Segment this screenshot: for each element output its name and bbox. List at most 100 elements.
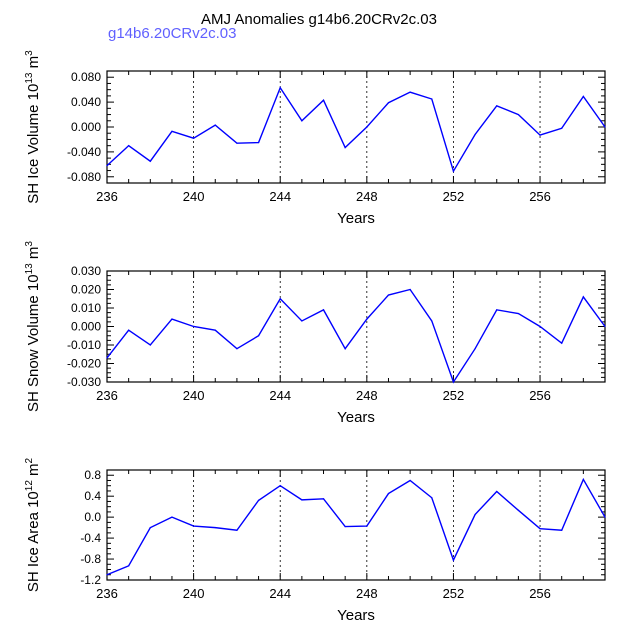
panels-group: 236 240 244 248 252 256 -0.080 -0.040 0.000 0.040… <box>24 50 606 624</box>
y-tick-label: 0.040 <box>71 95 101 109</box>
x-axis-label: Years <box>337 210 375 227</box>
data-point <box>582 478 584 481</box>
data-point <box>279 87 281 89</box>
data-point <box>561 127 563 129</box>
data-point <box>171 516 173 518</box>
data-point <box>561 529 563 531</box>
data-point <box>366 126 368 128</box>
data-point <box>431 320 433 322</box>
y-tick-label: 0.000 <box>71 120 101 134</box>
data-point <box>496 309 498 311</box>
x-tick-label: 240 <box>183 189 205 204</box>
data-point <box>149 160 151 162</box>
data-point <box>387 294 390 296</box>
data-point <box>517 113 519 116</box>
data-point <box>604 126 606 128</box>
data-point <box>539 325 541 328</box>
y-tick-label: 0.000 <box>71 320 101 334</box>
data-point <box>106 357 108 359</box>
data-point <box>474 348 476 350</box>
y-axis-label: SH Snow Volume 1013 m3 <box>24 241 42 412</box>
data-point <box>474 513 476 516</box>
data-point <box>257 141 260 144</box>
data-point <box>344 348 346 350</box>
data-point <box>214 527 216 529</box>
y-tick-label: 0.0 <box>84 510 101 524</box>
data-point <box>171 318 173 320</box>
data-point <box>344 146 346 149</box>
data-point <box>279 485 281 487</box>
data-point <box>409 91 411 93</box>
data-point <box>279 298 281 300</box>
data-point <box>344 525 346 528</box>
data-point <box>214 124 216 126</box>
data-point <box>366 318 368 320</box>
plot-frame <box>106 469 606 581</box>
series-line <box>106 288 606 384</box>
plot-frame <box>106 270 606 383</box>
data-point <box>517 509 519 511</box>
x-tick-label: 252 <box>443 189 465 204</box>
data-point <box>582 95 584 98</box>
x-tick-label: 252 <box>443 388 465 403</box>
data-point <box>366 525 368 527</box>
data-point <box>322 498 325 500</box>
data-point <box>193 137 195 139</box>
data-point <box>257 335 260 337</box>
data-point <box>539 528 541 530</box>
y-tick-label: 0.8 <box>84 468 101 482</box>
y-tick-label: -0.030 <box>67 375 101 389</box>
data-point <box>257 499 260 501</box>
x-tick-label: 244 <box>269 586 291 601</box>
data-point <box>149 527 151 529</box>
y-axis-label: SH Ice Volume 1013 m3 <box>24 50 42 204</box>
data-point <box>604 325 606 328</box>
data-point <box>301 120 303 122</box>
data-point <box>128 329 130 331</box>
data-point <box>452 170 455 172</box>
data-point <box>301 499 303 501</box>
data-point <box>322 99 325 101</box>
data-point <box>496 490 498 493</box>
y-tick-label: -0.8 <box>80 552 101 566</box>
data-point <box>301 320 303 322</box>
chart-panel-2: 236 240 244 248 252 256 -0.030 -0.020 -0.010 0.00… <box>24 241 606 426</box>
x-axis-label: Years <box>337 409 375 426</box>
data-point <box>387 492 390 495</box>
data-point <box>128 145 130 147</box>
y-tick-label: 0.4 <box>84 489 101 503</box>
y-tick-label: -0.080 <box>67 170 101 184</box>
case-label: g14b6.20CRv2c.03 <box>108 25 236 42</box>
data-point <box>322 309 325 311</box>
data-point <box>452 559 455 561</box>
data-point <box>193 325 195 328</box>
data-point <box>236 142 238 144</box>
data-point <box>452 381 455 383</box>
y-tick-label: -0.020 <box>67 357 101 371</box>
y-tick-label: -1.2 <box>80 573 101 587</box>
data-point <box>431 497 433 499</box>
data-point <box>409 288 411 291</box>
chart-panel-3: 236 240 244 248 252 256 -1.2 -0.8 -0.4 0.0 0.4 0.8 Y… <box>24 457 606 624</box>
data-point <box>409 479 411 482</box>
data-point <box>193 525 195 527</box>
x-tick-label: 236 <box>96 388 118 403</box>
x-tick-label: 236 <box>96 189 118 204</box>
figure-title: AMJ Anomalies g14b6.20CRv2c.03 <box>201 11 437 28</box>
y-tick-label: 0.020 <box>71 283 101 297</box>
data-point <box>561 342 563 344</box>
data-point <box>387 102 390 104</box>
data-point <box>106 574 108 576</box>
y-axis-label: SH Ice Area 1012 m2 <box>24 457 42 592</box>
x-tick-label: 252 <box>443 586 465 601</box>
x-tick-label: 240 <box>183 586 205 601</box>
y-tick-label: 0.010 <box>71 301 101 315</box>
data-point <box>604 516 606 518</box>
x-tick-label: 248 <box>356 388 378 403</box>
x-tick-label: 256 <box>529 189 551 204</box>
x-tick-label: 244 <box>269 189 291 204</box>
chart-panel-1: 236 240 244 248 252 256 -0.080 -0.040 0.000 0.040… <box>24 50 606 227</box>
data-point <box>539 134 541 136</box>
data-point <box>214 329 216 331</box>
